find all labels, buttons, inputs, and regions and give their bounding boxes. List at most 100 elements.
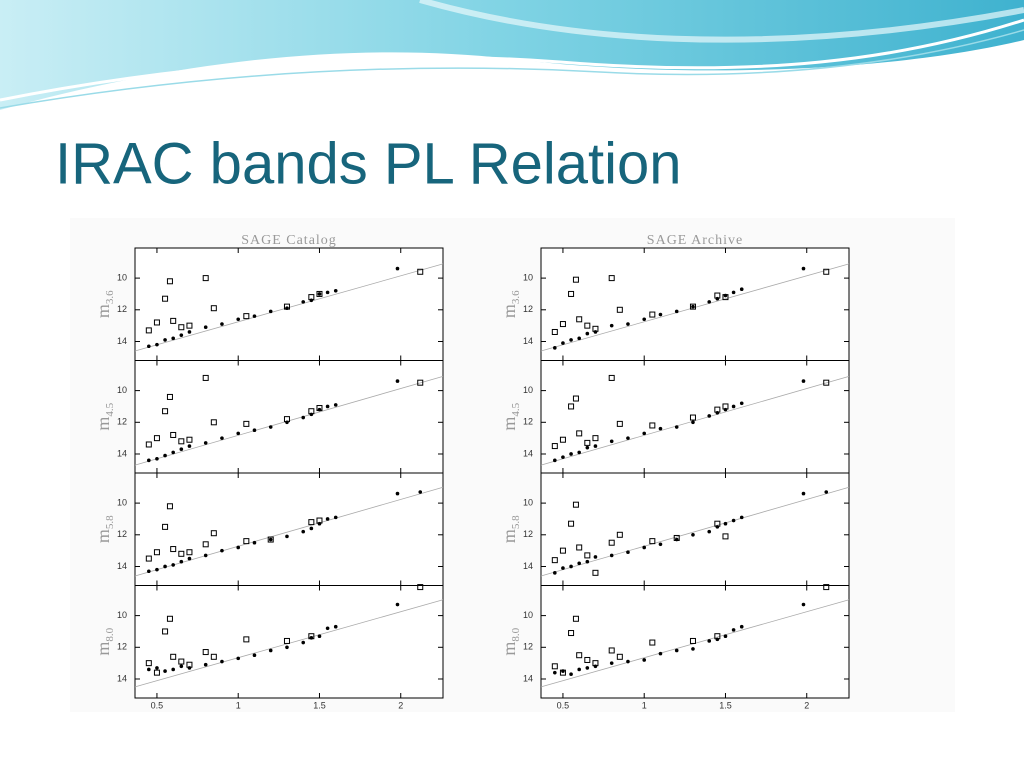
- star-dot: [179, 664, 184, 669]
- star-dot: [147, 667, 151, 672]
- star-square: [559, 321, 566, 328]
- star-dot: [317, 521, 322, 526]
- fit-line: [540, 375, 850, 466]
- star-square: [166, 278, 173, 285]
- star-dot: [553, 458, 557, 463]
- star-dot: [252, 314, 257, 318]
- star-square: [316, 517, 323, 524]
- star-dot: [220, 436, 224, 440]
- star-square: [166, 393, 173, 400]
- star-dot: [739, 401, 744, 406]
- star-dot: [395, 266, 400, 271]
- star-dot: [561, 455, 565, 459]
- star-dot: [155, 567, 159, 572]
- star-square: [576, 652, 583, 659]
- y-axis-label-main: m: [93, 304, 113, 318]
- star-dot: [731, 518, 736, 523]
- star-square: [145, 555, 152, 562]
- star-square: [823, 268, 830, 275]
- y-tick-label: 10: [523, 385, 533, 395]
- y-axis-label-sub: 8.0: [510, 627, 522, 641]
- y-axis-label: m3.6: [499, 290, 521, 318]
- star-dot: [731, 628, 736, 632]
- star-dot: [715, 410, 720, 415]
- star-dot: [268, 425, 273, 429]
- star-dot: [674, 648, 679, 653]
- star-square: [210, 305, 217, 312]
- star-square: [673, 534, 680, 541]
- star-square: [202, 541, 209, 548]
- star-dot: [801, 379, 806, 383]
- star-dot: [674, 309, 679, 314]
- star-dot: [731, 404, 736, 409]
- star-dot: [642, 545, 647, 550]
- star-dot: [171, 450, 175, 455]
- y-tick-label: 12: [117, 417, 127, 427]
- star-dot: [252, 428, 257, 433]
- star-square: [572, 395, 579, 402]
- star-square: [186, 661, 193, 668]
- x-tick-label: 0.5: [557, 700, 570, 710]
- star-square: [153, 549, 160, 556]
- star-dot: [317, 634, 322, 639]
- star-square: [308, 294, 315, 301]
- star-dot: [163, 669, 167, 673]
- star-dot: [268, 309, 273, 314]
- star-square: [308, 633, 315, 640]
- star-dot: [395, 491, 400, 496]
- star-square: [162, 628, 169, 635]
- star-dot: [147, 569, 151, 574]
- star-square: [243, 538, 250, 545]
- star-dot: [171, 563, 175, 567]
- star-dot: [203, 441, 208, 445]
- fit-line: [540, 486, 850, 577]
- star-square: [722, 533, 729, 540]
- star-square: [170, 431, 177, 438]
- star-dot: [561, 341, 565, 345]
- star-dot: [553, 346, 557, 350]
- star-dot: [577, 336, 581, 341]
- y-tick-label: 10: [523, 497, 533, 507]
- star-dot: [325, 626, 330, 631]
- star-square: [283, 303, 290, 310]
- y-tick-label: 10: [523, 272, 533, 282]
- star-dot: [609, 661, 614, 665]
- y-axis-label: m8.0: [93, 627, 115, 655]
- star-dot: [163, 453, 167, 458]
- star-dot: [609, 439, 614, 444]
- star-dot: [333, 288, 338, 293]
- y-axis-label: m4.5: [93, 402, 115, 430]
- star-dot: [171, 667, 175, 672]
- star-dot: [179, 447, 184, 452]
- star-dot: [309, 526, 314, 531]
- y-tick-label: 10: [117, 272, 127, 282]
- star-square: [243, 420, 250, 427]
- star-square: [823, 584, 830, 591]
- star-square: [308, 408, 315, 415]
- star-square: [551, 443, 558, 450]
- star-dot: [691, 532, 695, 537]
- star-square: [170, 546, 177, 553]
- star-square: [178, 438, 185, 445]
- y-axis-label-sub: 8.0: [104, 627, 116, 641]
- panel: m3.610 12 14: [499, 247, 850, 361]
- star-dot: [171, 336, 175, 341]
- star-dot: [395, 602, 400, 607]
- star-dot: [147, 458, 151, 463]
- header-decoration: [0, 0, 1024, 110]
- y-tick-label: 14: [117, 673, 127, 683]
- star-dot: [585, 559, 590, 564]
- star-square: [551, 663, 558, 670]
- x-tick-label: 1: [642, 700, 647, 710]
- star-square: [722, 403, 729, 410]
- chart-title: SAGE Archive: [647, 233, 743, 248]
- star-dot: [569, 564, 573, 569]
- star-dot: [569, 672, 573, 677]
- star-square: [178, 658, 185, 665]
- star-square: [559, 547, 566, 554]
- star-square: [417, 268, 424, 275]
- star-square: [592, 660, 599, 667]
- y-axis-label-sub: 3.6: [104, 290, 116, 304]
- y-tick-label: 12: [523, 642, 533, 652]
- panel: m5.810 12 14: [93, 472, 444, 586]
